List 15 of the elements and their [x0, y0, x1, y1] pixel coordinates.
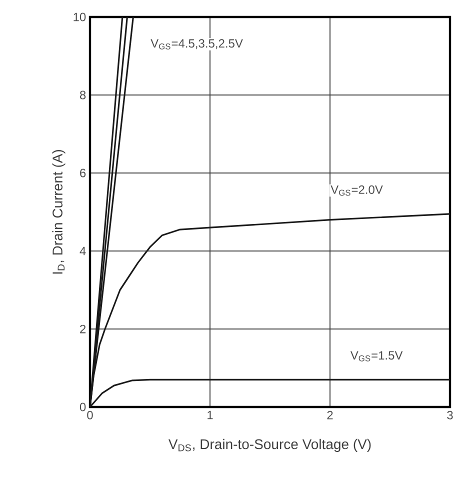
x-tick-label: 0: [87, 410, 93, 420]
annotation: V$_{GS}$=1.5V: [350, 351, 403, 362]
x-tick-label: 3: [447, 410, 453, 420]
x-tick-label: 1: [208, 410, 213, 420]
y-tick-label: 10: [74, 12, 86, 22]
annotation: V$_{GS}$=2.0V: [330, 185, 383, 196]
y-tick-label: 6: [80, 168, 86, 178]
y-tick-label: 8: [80, 90, 86, 100]
y-tick-label: 0: [80, 402, 86, 412]
x-axis-title: V$_{DS}$, Drain-to-Source Voltage (V): [168, 438, 371, 452]
y-axis-title: I$_{D}$, Drain Current (A): [52, 150, 66, 274]
x-tick-label: 2: [327, 410, 333, 420]
y-tick-label: 2: [80, 324, 86, 334]
y-tick-label: 4: [80, 246, 86, 256]
annotation: V$_{GS}$=4.5,3.5,2.5V: [150, 39, 243, 50]
